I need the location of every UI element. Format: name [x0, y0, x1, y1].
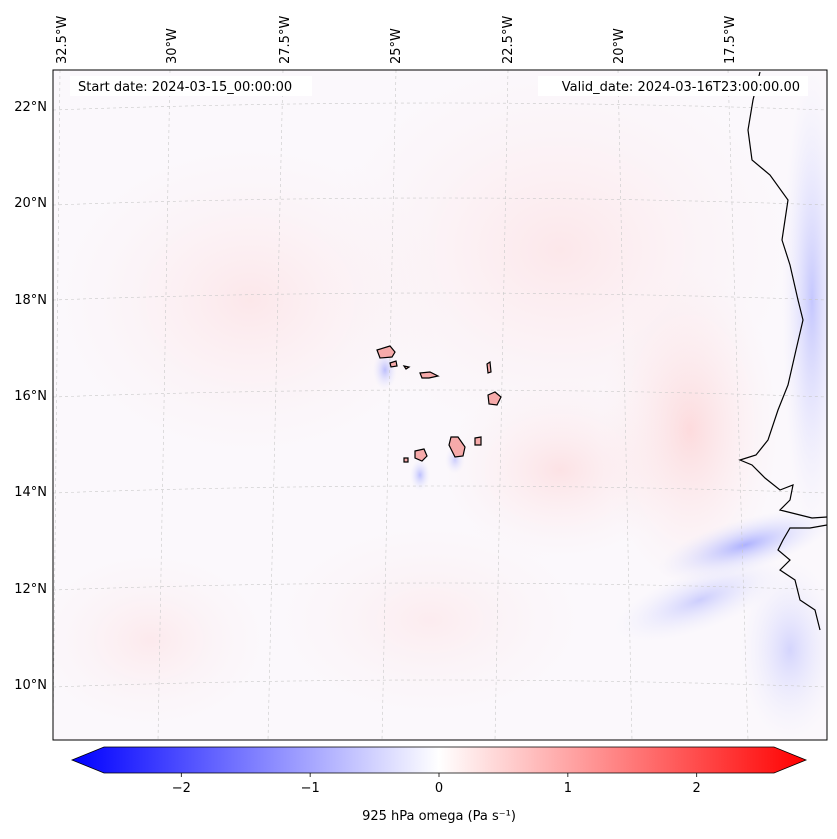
lat-label-18n: 18°N [14, 293, 47, 308]
lat-label-20n: 20°N [14, 196, 47, 211]
island-boa-vista [487, 391, 502, 406]
longitude-labels: 32.5°W 30°W 27.5°W 25°W 22.5°W 20°W 17.5… [55, 16, 738, 64]
valid-date-label: Valid_date: 2024-03-16T23:00:00.00 [562, 80, 800, 95]
colorbar: −2 −1 0 1 2 925 hPa omega (Pa s⁻¹) [70, 746, 808, 824]
west-africa-coast [738, 71, 827, 519]
lat-label-10n: 10°N [14, 678, 47, 693]
map-frame [52, 69, 828, 741]
lon-label-32-5w: 32.5°W [55, 16, 70, 64]
senegal-gambia-coast [777, 524, 827, 631]
colorbar-tick-label: −1 [301, 781, 320, 796]
map-panel: Start date: 2024-03-15_00:00:00 Valid_da… [52, 69, 828, 741]
cabo-verde-islands [376, 345, 502, 463]
lon-label-25w: 25°W [389, 28, 404, 64]
lat-label-12n: 12°N [14, 582, 47, 597]
island-fogo [414, 448, 428, 462]
colorbar-ticks: −2 −1 0 1 2 [172, 773, 701, 796]
island-sao-vicente [389, 360, 398, 368]
colorbar-tick-label: 1 [564, 781, 572, 796]
colorbar-tick-label: 0 [435, 781, 443, 796]
colorbar-bar [70, 746, 808, 774]
colorbar-tick-label: −2 [172, 781, 191, 796]
coastline [738, 71, 827, 631]
latitude-labels: 22°N 20°N 18°N 16°N 14°N 12°N 10°N [14, 100, 47, 693]
start-date-box [70, 76, 312, 96]
valid-date-box [538, 76, 808, 96]
lon-label-17-5w: 17.5°W [723, 16, 738, 64]
graticule [53, 70, 827, 740]
lon-label-27-5w: 27.5°W [278, 16, 293, 64]
lon-label-20w: 20°W [612, 28, 627, 64]
island-maio [474, 436, 482, 446]
lat-label-16n: 16°N [14, 389, 47, 404]
island-santiago [448, 436, 466, 458]
omega-field [53, 70, 827, 740]
colorbar-tick-label: 2 [693, 781, 701, 796]
lon-label-22-5w: 22.5°W [501, 16, 516, 64]
colorbar-label: 925 hPa omega (Pa s⁻¹) [362, 809, 516, 824]
island-santa-luzia [402, 365, 411, 370]
lat-label-22n: 22°N [14, 100, 47, 115]
island-sal [486, 360, 492, 374]
start-date-label: Start date: 2024-03-15_00:00:00 [78, 80, 292, 95]
island-santo-antao [376, 345, 396, 359]
island-sao-nicolau [419, 371, 440, 379]
island-brava [403, 457, 409, 463]
lon-label-30w: 30°W [165, 28, 180, 64]
lat-label-14n: 14°N [14, 485, 47, 500]
